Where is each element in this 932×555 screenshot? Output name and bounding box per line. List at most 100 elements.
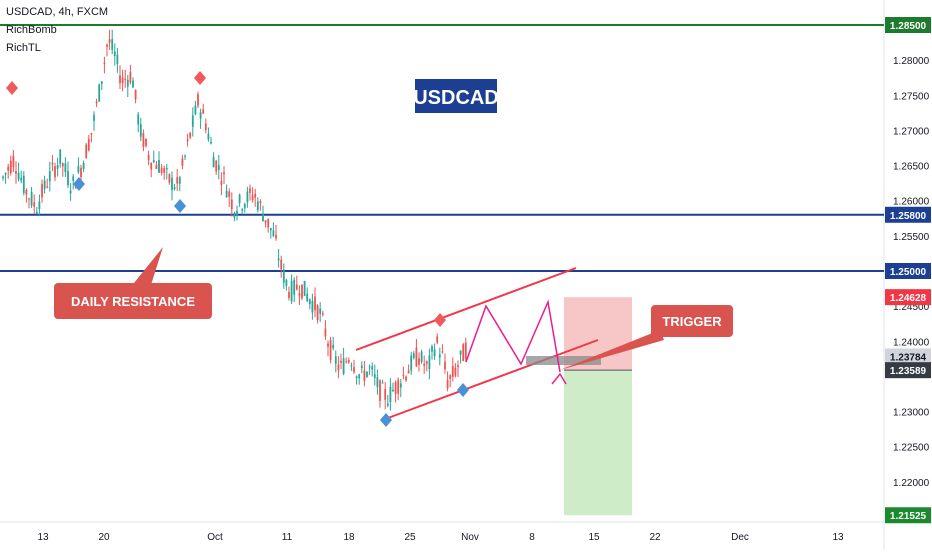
candle-body — [262, 213, 264, 222]
candle-body — [379, 380, 381, 401]
y-tick-label: 1.24500 — [893, 302, 930, 313]
candle-body — [368, 366, 371, 368]
candle-body — [423, 363, 426, 366]
candle-body — [238, 194, 241, 204]
candle-body — [145, 138, 147, 146]
candle-body — [407, 370, 410, 374]
candle-body — [301, 284, 303, 299]
candle-body — [332, 344, 335, 349]
price-marker-tag-label: 1.23784 — [890, 352, 927, 363]
candle-body — [441, 351, 444, 353]
candle-body — [251, 195, 254, 200]
candle-body — [147, 154, 150, 160]
candle-body — [267, 218, 270, 228]
candle-body — [363, 370, 366, 381]
candle-body — [59, 149, 62, 164]
candle-body — [191, 115, 194, 127]
projected-path — [465, 299, 561, 373]
candle-body — [418, 358, 420, 365]
y-tick-label: 1.22000 — [893, 478, 930, 489]
candle-body — [459, 350, 462, 355]
x-tick-label: Dec — [731, 532, 749, 543]
candle-body — [306, 293, 309, 301]
candle-body — [282, 269, 285, 283]
candle-body — [350, 365, 353, 367]
candle-body — [410, 355, 413, 371]
candle-body — [113, 51, 116, 56]
candle-body — [272, 230, 275, 237]
x-tick-label: 11 — [282, 532, 293, 543]
candle-body — [345, 361, 348, 363]
candle-body — [329, 340, 332, 361]
y-tick-label: 1.26000 — [893, 197, 930, 208]
candle-body — [347, 359, 350, 363]
candle-body — [25, 189, 28, 195]
candle-body — [207, 133, 210, 140]
x-tick-label: 15 — [588, 532, 600, 543]
price-marker-tag-label: 1.24628 — [890, 293, 927, 304]
price-marker-tag — [885, 362, 931, 379]
candle-body — [204, 123, 207, 131]
x-tick-label: 18 — [343, 532, 355, 543]
candle-body — [464, 342, 467, 359]
candle-body — [428, 355, 431, 370]
y-tick-label: 1.22500 — [893, 443, 930, 454]
candle-body — [30, 191, 33, 206]
candle-body — [111, 39, 114, 50]
candle-body — [303, 281, 306, 296]
y-tick-label: 1.27000 — [893, 126, 930, 137]
price-marker-tag-label: 1.23589 — [890, 366, 927, 377]
candle-body — [280, 259, 283, 270]
price-level-tag — [885, 263, 931, 279]
candle-body — [17, 172, 20, 180]
y-tick-label: 1.27500 — [893, 91, 930, 102]
candle-body — [158, 160, 160, 173]
trigger-callout — [651, 305, 733, 337]
trigger-box — [526, 356, 601, 365]
candle-body — [308, 299, 311, 305]
candle-body — [108, 39, 111, 43]
candle-body — [165, 168, 168, 170]
candle-body — [425, 361, 428, 364]
candle-body — [438, 354, 441, 358]
x-tick-label: 20 — [98, 532, 110, 543]
candle-body — [100, 81, 103, 84]
resistance-callout-pointer — [130, 247, 163, 288]
candle-body — [212, 157, 215, 168]
candle-body — [210, 141, 212, 144]
y-tick-label: 1.28000 — [893, 56, 930, 67]
projection-arrowhead — [551, 372, 567, 385]
candle-body — [126, 79, 129, 87]
candle-body — [334, 356, 337, 364]
candle-body — [217, 165, 220, 171]
y-tick-label: 1.25500 — [893, 232, 930, 243]
candle-body — [353, 367, 355, 373]
candle-body — [194, 105, 197, 115]
candle-body — [337, 364, 340, 371]
candle-body — [277, 258, 280, 261]
resistance-callout-label: DAILY RESISTANCE — [71, 294, 195, 309]
candle-body — [28, 198, 30, 200]
channel-lower-line — [387, 339, 599, 419]
candle-body — [220, 181, 223, 185]
candle-body — [171, 177, 173, 191]
candles-group — [2, 29, 467, 411]
candle-body — [98, 84, 101, 102]
candle-body — [4, 173, 7, 175]
candle-body — [327, 343, 329, 347]
candle-body — [355, 376, 358, 379]
candle-body — [163, 168, 166, 174]
candle-body — [46, 186, 49, 188]
price-marker-tag-label: 1.21525 — [890, 511, 927, 522]
candle-body — [95, 101, 98, 104]
candle-body — [402, 374, 405, 376]
x-tick-label: 25 — [404, 532, 416, 543]
candle-body — [176, 177, 179, 184]
candle-body — [264, 220, 267, 223]
candle-body — [324, 328, 327, 337]
candle-body — [178, 177, 181, 184]
candle-body — [446, 380, 449, 389]
candle-body — [9, 160, 12, 174]
x-tick-label: 13 — [37, 532, 49, 543]
